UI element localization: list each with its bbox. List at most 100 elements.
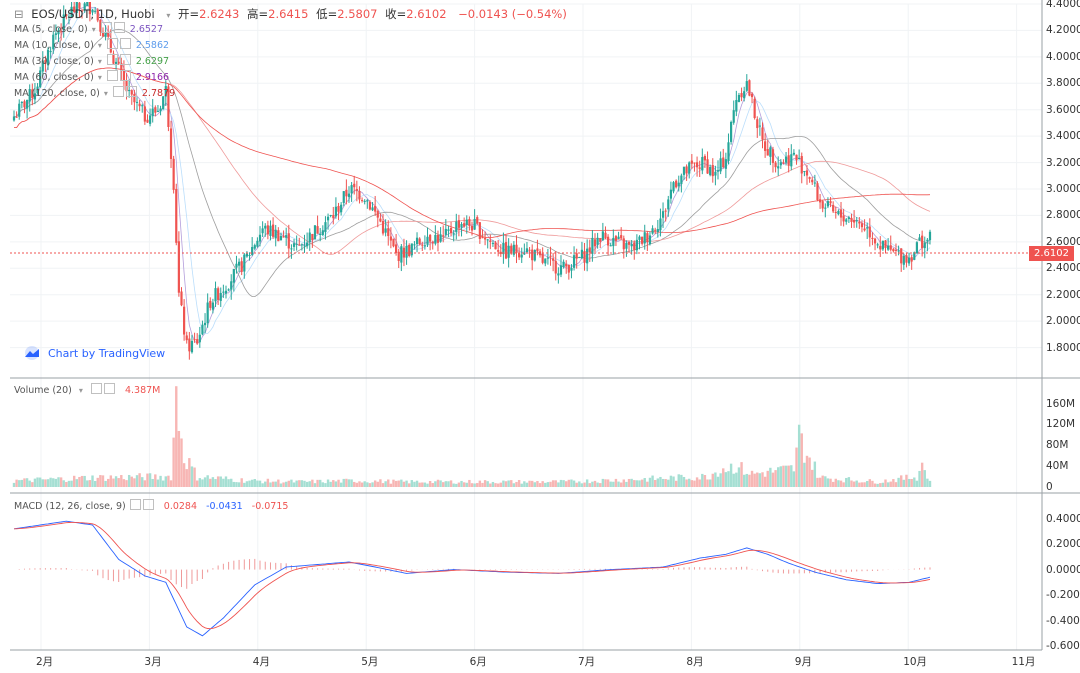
volume-bar — [654, 479, 657, 487]
candle-body — [332, 214, 335, 219]
candle-body — [512, 244, 515, 255]
price-tick-label: 4.0000 — [1046, 50, 1080, 63]
settings-icon[interactable] — [112, 86, 124, 97]
volume-bar — [792, 471, 796, 487]
chevron-down-icon[interactable]: ▾ — [91, 25, 96, 34]
chevron-down-icon[interactable]: ▾ — [166, 11, 171, 20]
volume-bar — [716, 476, 720, 487]
volume-bar — [567, 479, 571, 487]
volume-bar — [371, 482, 374, 487]
volume-bar — [761, 472, 764, 487]
volume-bar — [214, 479, 217, 487]
settings-icon[interactable] — [106, 70, 118, 81]
candle-body — [787, 155, 790, 166]
candle-body — [114, 61, 118, 64]
ma-label[interactable]: MA (5, close, 0) — [14, 24, 88, 35]
close-icon[interactable] — [125, 86, 137, 97]
volume-bar — [127, 474, 131, 487]
candle-body — [735, 99, 738, 112]
candle-body — [418, 238, 421, 245]
volume-bar — [447, 481, 450, 487]
chevron-down-icon[interactable]: ▾ — [97, 41, 102, 50]
volume-bar — [722, 468, 725, 487]
ma-legend-row[interactable]: MA (120, close, 0) ▾ 2.7879 — [14, 86, 175, 100]
volume-bar — [617, 481, 620, 487]
volume-bar — [245, 481, 249, 487]
ma-legend-row[interactable]: MA (60, close, 0) ▾ 2.9166 — [14, 70, 169, 84]
candle-body — [415, 237, 419, 245]
candle-body — [266, 225, 269, 235]
tradingview-brand[interactable]: Chart by TradingView — [22, 346, 165, 360]
volume-bar — [664, 479, 667, 487]
ma-legend-row[interactable]: MA (5, close, 0) ▾ 2.6527 — [14, 22, 163, 36]
candle-body — [609, 245, 612, 247]
volume-bar — [907, 478, 911, 487]
candle-body — [826, 201, 830, 207]
symbol-title[interactable]: EOS/USDT, 1D, Huobi — [31, 7, 155, 21]
settings-icon[interactable] — [90, 383, 102, 394]
candle-body — [353, 183, 356, 188]
volume-bar — [693, 480, 696, 487]
candle-body — [311, 234, 314, 241]
candle-body — [805, 170, 809, 176]
open-value: 2.6243 — [199, 7, 240, 21]
candle-body — [15, 116, 18, 118]
candle-body — [107, 32, 110, 37]
close-icon[interactable] — [119, 70, 131, 81]
close-icon[interactable] — [119, 38, 131, 49]
macd-label[interactable]: MACD (12, 26, close, 9) — [14, 501, 126, 512]
volume-bar — [319, 479, 322, 487]
collapse-icon[interactable]: ⊟ — [14, 7, 24, 21]
candle-body — [486, 239, 489, 241]
volume-legend: Volume (20) ▾ 4.387M — [14, 383, 160, 397]
settings-icon[interactable] — [100, 22, 112, 33]
volume-bar — [572, 480, 576, 487]
volume-bar — [148, 473, 152, 487]
candle-body — [235, 263, 238, 268]
ma-legend-row[interactable]: MA (10, close, 0) ▾ 2.5862 — [14, 38, 169, 52]
volume-bar — [913, 477, 916, 487]
ma-label[interactable]: MA (60, close, 0) — [14, 72, 94, 83]
volume-bar — [876, 483, 879, 487]
ma-label[interactable]: MA (10, close, 0) — [14, 40, 94, 51]
candle-body — [20, 101, 23, 104]
ma-label[interactable]: MA (30, close, 0) — [14, 56, 94, 67]
candle-body — [303, 245, 306, 247]
volume-bar — [431, 483, 434, 487]
volume-bar — [41, 479, 44, 487]
candle-body — [478, 222, 481, 239]
close-icon[interactable] — [113, 22, 125, 33]
volume-bar — [15, 479, 18, 487]
candle-body — [308, 232, 311, 243]
close-icon[interactable] — [119, 54, 131, 65]
chevron-down-icon[interactable]: ▾ — [78, 386, 83, 395]
close-icon[interactable] — [142, 499, 154, 510]
candle-body — [96, 9, 99, 21]
ma-legend-row[interactable]: MA (30, close, 0) ▾ 2.6297 — [14, 54, 169, 68]
candle-body — [889, 245, 892, 250]
candle-body — [154, 107, 157, 113]
candle-body — [656, 229, 659, 233]
candle-body — [201, 324, 204, 335]
ma-label[interactable]: MA (120, close, 0) — [14, 88, 100, 99]
settings-icon[interactable] — [106, 38, 118, 49]
volume-bar — [510, 480, 513, 487]
chevron-down-icon[interactable]: ▾ — [103, 89, 108, 98]
volume-bar — [470, 483, 474, 487]
volume-label[interactable]: Volume (20) — [14, 385, 72, 396]
time-tick-label: 5月 — [361, 656, 379, 668]
candle-body — [316, 226, 319, 234]
candle-body — [183, 306, 186, 335]
close-icon[interactable] — [103, 383, 115, 394]
candle-body — [122, 70, 126, 81]
chevron-down-icon[interactable]: ▾ — [97, 57, 102, 66]
volume-bar — [133, 478, 136, 487]
chevron-down-icon[interactable]: ▾ — [97, 73, 102, 82]
settings-icon[interactable] — [129, 499, 141, 510]
volume-bar — [635, 480, 639, 487]
candle-body — [737, 94, 741, 102]
volume-bar — [321, 482, 325, 487]
price-tick-label: 3.0000 — [1046, 183, 1080, 195]
settings-icon[interactable] — [106, 54, 118, 65]
